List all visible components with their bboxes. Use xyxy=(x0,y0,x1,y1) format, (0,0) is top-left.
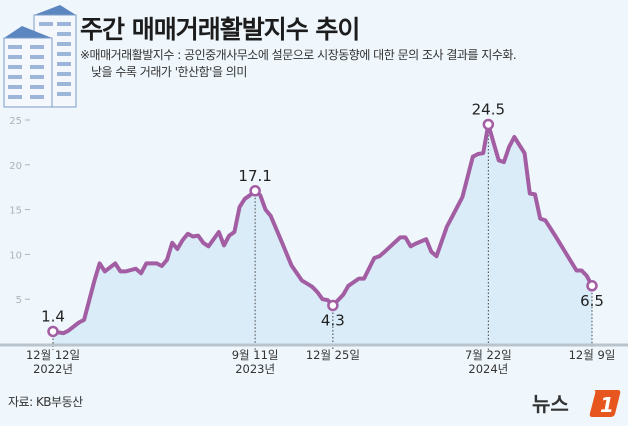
svg-text:뉴스: 뉴스 xyxy=(532,392,569,416)
x-tick-label: 7월 22일 xyxy=(465,348,512,362)
chart-title: 주간 매매거래활발지수 추이 xyxy=(80,15,360,44)
peak-marker xyxy=(482,118,495,131)
x-tick-label: 9월 11일 xyxy=(232,348,279,362)
y-tick-label: 15 xyxy=(9,206,22,217)
data-label: 4.3 xyxy=(321,311,345,329)
y-tick-label: 25 xyxy=(9,116,22,127)
data-label: 17.1 xyxy=(238,167,271,185)
x-tick-year: 2024년 xyxy=(468,362,508,376)
area-fill xyxy=(53,124,592,344)
x-tick-year: 2022년 xyxy=(33,362,73,376)
y-tick-label: 10 xyxy=(9,250,22,261)
note-line-2: 낮을 수록 거래가 '한산함'을 의미 xyxy=(91,65,247,79)
y-tick-label: 20 xyxy=(9,161,22,172)
building-illustration xyxy=(3,5,77,108)
peak-marker xyxy=(249,185,261,197)
news1-logo: 뉴스 1 xyxy=(532,390,621,417)
data-label: 6.5 xyxy=(580,292,604,310)
x-tick-label: 12월 25일 xyxy=(306,348,360,362)
source-label: 자료: KB부동산 xyxy=(8,395,83,409)
x-tick-label: 12월 12일 xyxy=(26,348,80,362)
series-line xyxy=(52,122,594,336)
x-tick-year: 2023년 xyxy=(235,362,275,376)
data-label: 24.5 xyxy=(472,100,505,118)
x-tick-label: 12월 9일 xyxy=(569,348,616,362)
peak-marker xyxy=(586,280,598,292)
peak-marker xyxy=(327,299,339,312)
note-line-1: ※매매거래활발지수 : 공인중개사무소에 설문으로 시장동향에 대한 문의 조사… xyxy=(80,48,517,62)
chart-note: ※매매거래활발지수 : 공인중개사무소에 설문으로 시장동향에 대한 문의 조사… xyxy=(80,47,517,81)
svg-text:1: 1 xyxy=(600,393,614,417)
data-label: 1.4 xyxy=(41,307,65,325)
peak-marker xyxy=(47,325,59,338)
y-tick-label: 5 xyxy=(16,295,22,306)
